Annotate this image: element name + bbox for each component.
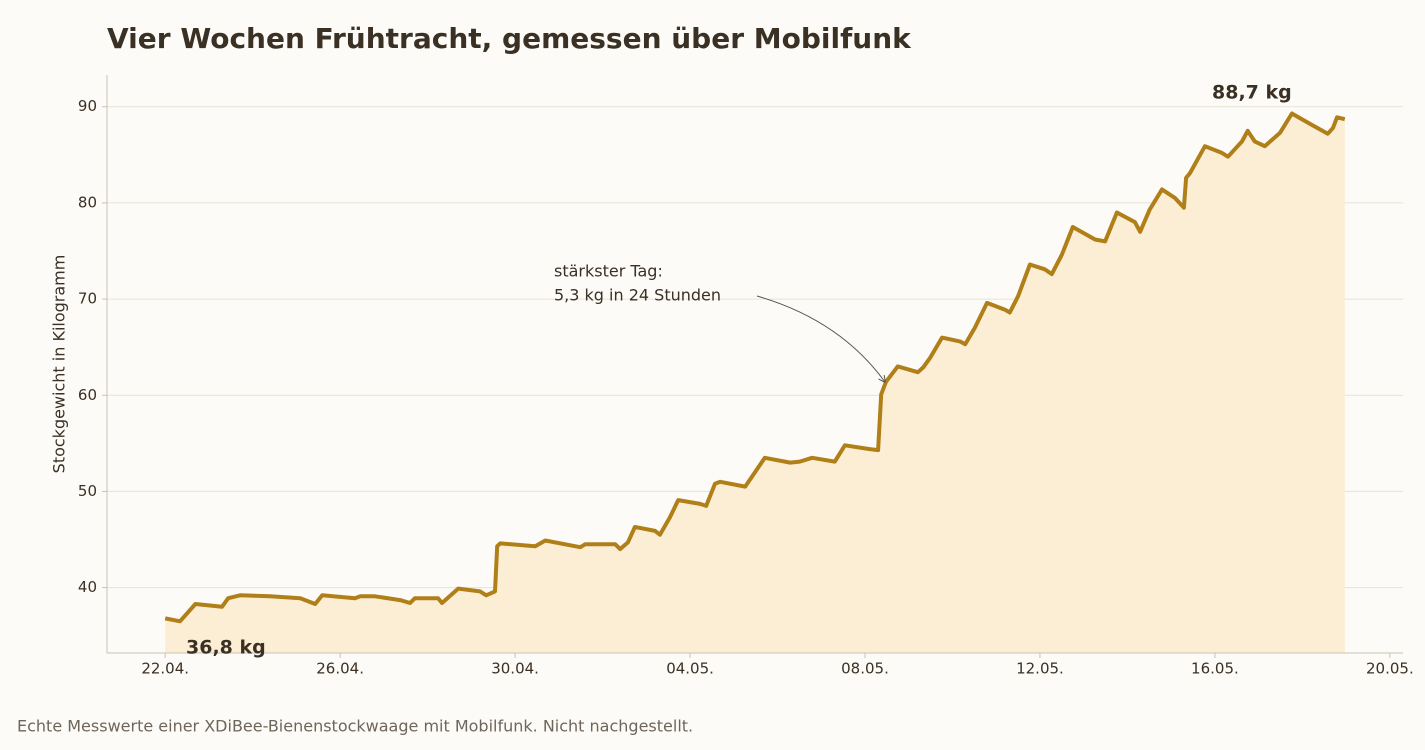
x-tick-label: 30.04. [491, 660, 539, 678]
x-tick-label: 26.04. [316, 660, 364, 678]
y-tick-label: 80 [78, 193, 97, 211]
x-tick-label: 16.05. [1191, 660, 1239, 678]
plot-area: 40 50 60 70 80 90 22.04. 26.04. 30.04. 04.05. 08.0… [78, 75, 1414, 678]
chart-title: Vier Wochen Frühtracht, gemessen über Mo… [107, 22, 912, 55]
annotation-arrow [756, 295, 885, 382]
area [165, 113, 1345, 653]
y-tick-label: 70 [78, 290, 97, 308]
y-tick-label: 50 [78, 482, 97, 500]
x-tick-label: 04.05. [666, 660, 714, 678]
y-tick-label: 40 [78, 578, 97, 596]
annotation-text: stärkster Tag: [554, 262, 663, 281]
line [164, 111, 1346, 624]
annotation-text: 5,3 kg in 24 Stunden [554, 286, 721, 305]
x-tick-label: 12.05. [1016, 660, 1064, 678]
end-label: 88,7 kg [1212, 82, 1292, 104]
y-tick-label: 90 [78, 97, 97, 115]
x-tick-label: 08.05. [841, 660, 889, 678]
start-label: 36,8 kg [186, 637, 266, 659]
footnote: Echte Messwerte einer XDiBee-Bienenstock… [17, 717, 693, 736]
y-axis-label: Stockgewicht in Kilogramm [50, 255, 69, 474]
x-tick-label: 20.05. [1366, 660, 1414, 678]
x-tick-label: 22.04. [141, 660, 189, 678]
y-tick-label: 60 [78, 386, 97, 404]
